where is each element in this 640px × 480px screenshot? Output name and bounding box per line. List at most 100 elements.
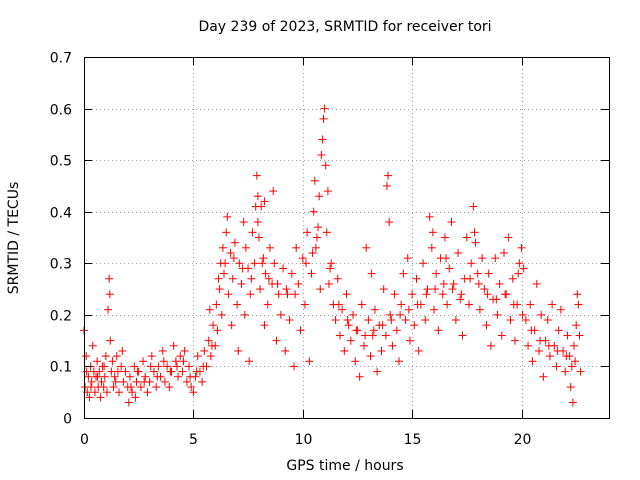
data-point bbox=[172, 362, 181, 371]
data-point bbox=[292, 243, 301, 252]
data-point bbox=[169, 341, 178, 350]
data-point bbox=[449, 279, 458, 288]
data-point bbox=[556, 305, 565, 314]
data-point bbox=[260, 321, 269, 330]
data-point bbox=[351, 357, 360, 366]
data-point bbox=[171, 357, 180, 366]
data-point bbox=[269, 187, 278, 196]
data-point bbox=[246, 290, 255, 299]
data-point bbox=[318, 135, 327, 144]
data-point bbox=[334, 300, 343, 309]
data-point bbox=[141, 372, 150, 381]
data-point bbox=[346, 336, 355, 345]
data-point bbox=[386, 310, 395, 319]
data-point bbox=[412, 274, 421, 283]
data-point bbox=[428, 228, 437, 237]
data-point bbox=[214, 274, 223, 283]
data-point bbox=[364, 316, 373, 325]
data-point bbox=[473, 269, 482, 278]
data-point bbox=[381, 331, 390, 340]
data-point bbox=[553, 346, 562, 355]
data-point bbox=[285, 316, 294, 325]
chart-title: Day 239 of 2023, SRMTID for receiver tor… bbox=[198, 19, 491, 35]
data-point bbox=[115, 388, 123, 397]
data-point bbox=[469, 202, 478, 211]
data-point bbox=[100, 372, 109, 381]
data-point bbox=[434, 326, 443, 335]
data-point bbox=[528, 357, 537, 366]
data-point bbox=[209, 321, 218, 330]
data-point bbox=[514, 269, 523, 278]
data-point bbox=[483, 290, 492, 299]
data-point bbox=[238, 264, 247, 273]
data-point bbox=[230, 238, 239, 247]
data-point bbox=[457, 290, 466, 299]
data-point bbox=[395, 357, 403, 366]
data-point bbox=[399, 269, 408, 278]
data-point bbox=[274, 290, 283, 299]
x-tick-label: 15 bbox=[404, 432, 422, 448]
data-point bbox=[127, 383, 136, 392]
data-point bbox=[357, 300, 366, 309]
data-point bbox=[390, 290, 399, 299]
data-point bbox=[182, 377, 191, 386]
data-point bbox=[308, 248, 317, 257]
data-point bbox=[442, 254, 451, 263]
data-point bbox=[213, 326, 222, 335]
data-point bbox=[228, 274, 237, 283]
data-point bbox=[130, 362, 139, 371]
data-point bbox=[109, 383, 118, 392]
data-point bbox=[362, 243, 371, 252]
data-point bbox=[563, 331, 572, 340]
data-point bbox=[102, 388, 111, 397]
data-point bbox=[377, 346, 386, 355]
data-point bbox=[517, 243, 526, 252]
data-point bbox=[566, 383, 575, 392]
data-point bbox=[338, 305, 347, 314]
data-point bbox=[570, 341, 578, 350]
data-point bbox=[110, 372, 119, 381]
data-point bbox=[414, 346, 423, 355]
y-tick-label: 0.6 bbox=[50, 103, 72, 119]
data-point bbox=[470, 228, 479, 237]
data-point bbox=[572, 321, 581, 330]
data-point bbox=[121, 367, 130, 376]
data-point bbox=[101, 352, 110, 361]
data-point bbox=[342, 290, 351, 299]
data-point bbox=[84, 372, 93, 381]
data-point bbox=[93, 372, 102, 381]
data-point bbox=[344, 321, 353, 330]
data-point bbox=[352, 326, 361, 335]
data-point bbox=[264, 274, 273, 283]
data-point bbox=[241, 243, 250, 252]
data-point bbox=[506, 316, 515, 325]
data-point bbox=[150, 367, 158, 376]
data-point bbox=[478, 254, 487, 263]
y-tick-label: 0 bbox=[63, 412, 72, 428]
data-point bbox=[561, 367, 570, 376]
data-point bbox=[382, 181, 391, 190]
y-tick-labels: 0 0.1 0.2 0.3 0.4 0.5 0.6 0.7 bbox=[50, 51, 72, 428]
data-point bbox=[125, 372, 134, 381]
data-point bbox=[189, 388, 198, 397]
data-point bbox=[108, 357, 117, 366]
data-point bbox=[163, 362, 172, 371]
data-point bbox=[312, 233, 321, 242]
data-point bbox=[198, 377, 207, 386]
data-points bbox=[80, 104, 585, 407]
data-point bbox=[408, 290, 417, 299]
data-point bbox=[545, 352, 554, 361]
data-point bbox=[323, 187, 332, 196]
data-point bbox=[310, 176, 319, 185]
data-point bbox=[349, 310, 358, 319]
data-point bbox=[95, 367, 104, 376]
data-point bbox=[207, 341, 216, 350]
data-point bbox=[93, 357, 102, 366]
data-point bbox=[518, 310, 527, 319]
data-point bbox=[253, 218, 262, 227]
data-point bbox=[508, 274, 517, 283]
data-point bbox=[204, 336, 213, 345]
data-point bbox=[445, 264, 454, 273]
data-point bbox=[88, 341, 97, 350]
data-point bbox=[205, 305, 214, 314]
